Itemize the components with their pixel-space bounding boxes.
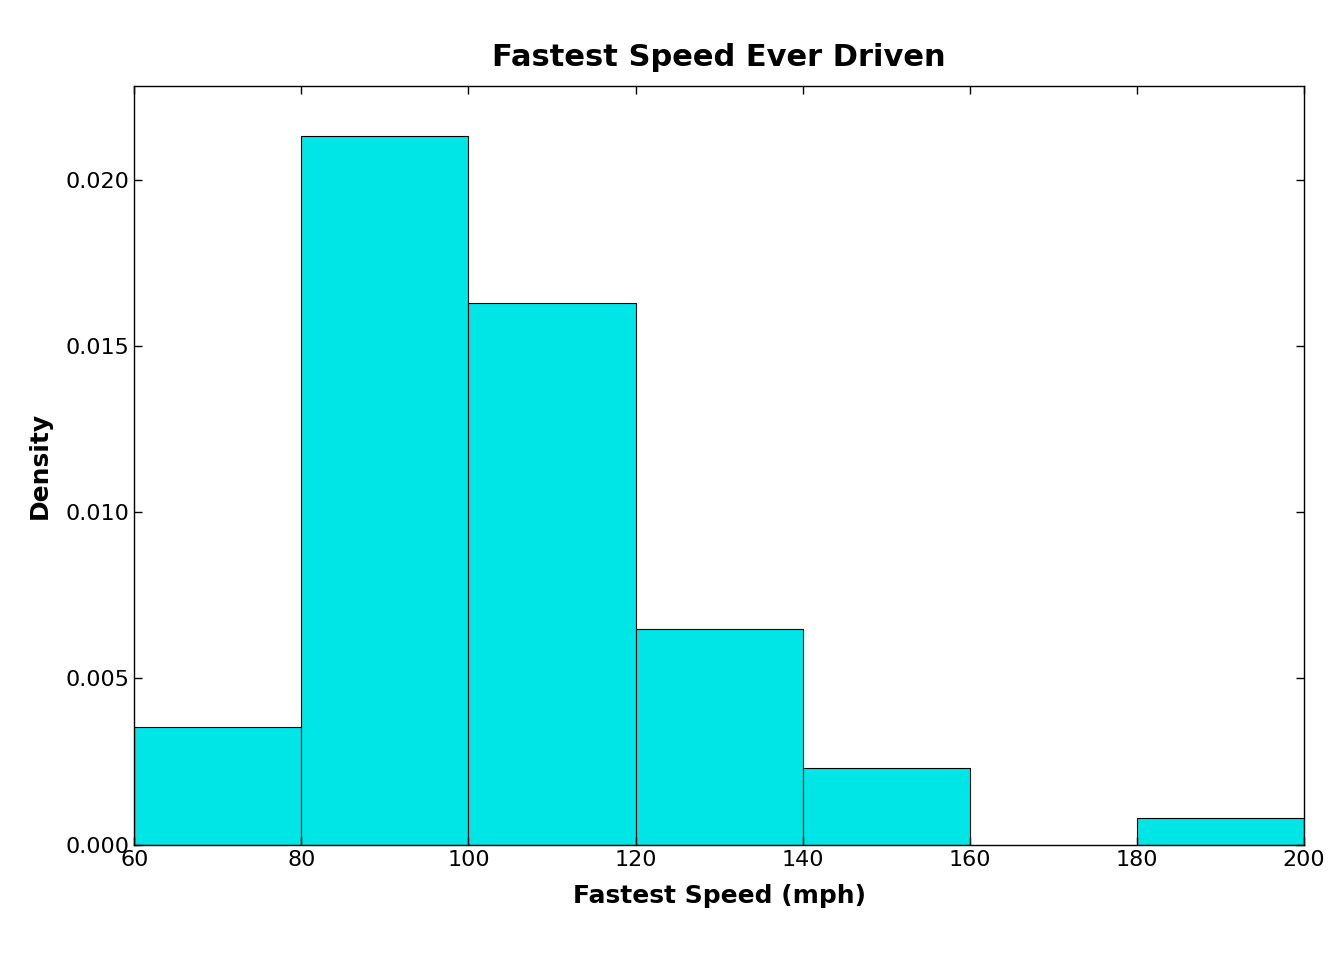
Bar bbox=[469, 302, 636, 845]
Bar bbox=[301, 136, 469, 845]
Bar bbox=[636, 629, 802, 845]
Bar bbox=[802, 768, 969, 845]
Title: Fastest Speed Ever Driven: Fastest Speed Ever Driven bbox=[492, 42, 946, 72]
Y-axis label: Density: Density bbox=[28, 412, 51, 519]
X-axis label: Fastest Speed (mph): Fastest Speed (mph) bbox=[573, 883, 866, 907]
Bar bbox=[1137, 818, 1304, 845]
Bar bbox=[134, 727, 301, 845]
